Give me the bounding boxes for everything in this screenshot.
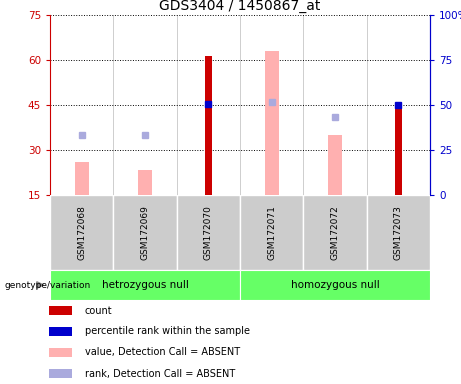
Title: GDS3404 / 1450867_at: GDS3404 / 1450867_at	[160, 0, 321, 13]
Bar	[50, 270, 240, 300]
Bar	[138, 169, 152, 195]
Bar	[49, 348, 72, 357]
Bar	[49, 327, 72, 336]
Text: GSM172069: GSM172069	[141, 205, 149, 260]
Bar	[366, 195, 430, 270]
Text: percentile rank within the sample: percentile rank within the sample	[85, 326, 250, 336]
Text: hetrozygous null: hetrozygous null	[101, 280, 189, 290]
Bar	[49, 369, 72, 378]
Bar	[75, 162, 89, 195]
Bar	[240, 270, 430, 300]
Text: value, Detection Call = ABSENT: value, Detection Call = ABSENT	[85, 348, 240, 358]
Text: homozygous null: homozygous null	[290, 280, 379, 290]
Text: GSM172071: GSM172071	[267, 205, 276, 260]
Text: count: count	[85, 306, 112, 316]
Text: GSM172068: GSM172068	[77, 205, 86, 260]
Bar	[240, 195, 303, 270]
Bar	[205, 56, 212, 195]
Bar	[49, 306, 72, 315]
Text: GSM172070: GSM172070	[204, 205, 213, 260]
Bar	[303, 195, 366, 270]
Text: genotype/variation: genotype/variation	[5, 280, 91, 290]
Text: GSM172072: GSM172072	[331, 205, 339, 260]
Bar	[50, 195, 113, 270]
Bar	[395, 106, 402, 195]
Bar	[113, 195, 177, 270]
Text: GSM172073: GSM172073	[394, 205, 403, 260]
Text: rank, Detection Call = ABSENT: rank, Detection Call = ABSENT	[85, 369, 235, 379]
Bar	[177, 195, 240, 270]
Bar	[328, 135, 342, 195]
Bar	[265, 51, 278, 195]
